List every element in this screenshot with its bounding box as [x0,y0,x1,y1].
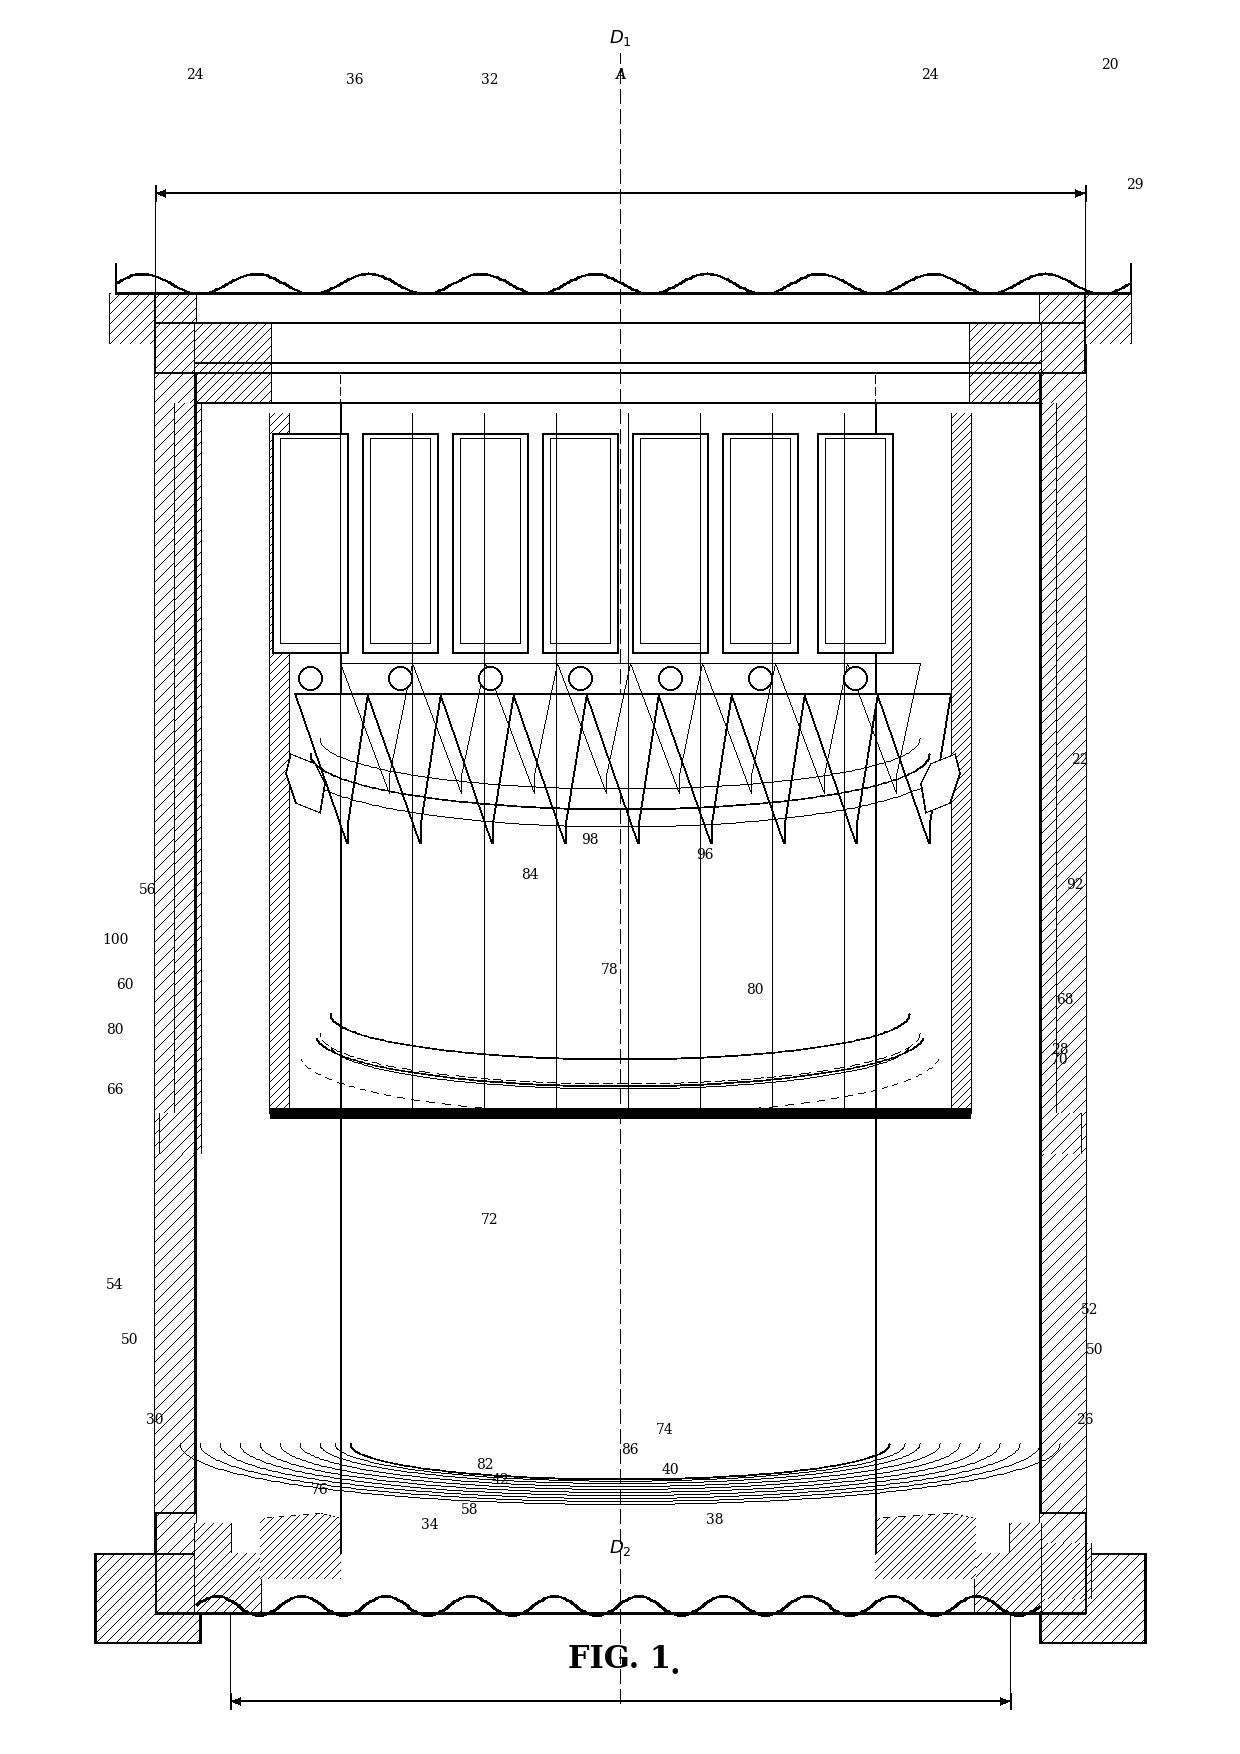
Text: 50: 50 [122,1333,139,1347]
Text: 52: 52 [1081,1303,1099,1317]
Text: 92: 92 [1066,879,1084,893]
Text: 22: 22 [1071,752,1089,766]
Text: 80: 80 [746,982,764,996]
Text: 78: 78 [601,963,619,977]
Text: FIG. 1: FIG. 1 [568,1645,672,1675]
Text: A: A [615,68,625,82]
Text: 32: 32 [481,74,498,88]
Text: 42: 42 [491,1473,508,1487]
Text: 60: 60 [117,979,134,993]
Text: 98: 98 [582,833,599,847]
Text: 100: 100 [102,933,128,947]
Text: 38: 38 [707,1514,724,1528]
Text: 24: 24 [921,68,939,82]
Text: 24: 24 [186,68,203,82]
Text: 72: 72 [481,1214,498,1228]
Text: 54: 54 [107,1279,124,1293]
Text: 76: 76 [311,1482,329,1496]
Text: 74: 74 [656,1422,673,1437]
Text: .: . [670,1649,681,1680]
Text: 50: 50 [1086,1344,1104,1358]
Text: 34: 34 [422,1517,439,1531]
Text: 56: 56 [139,882,156,896]
Text: 66: 66 [107,1082,124,1096]
Text: 68: 68 [1056,993,1074,1007]
Text: 40: 40 [661,1463,678,1477]
Text: 20: 20 [1101,58,1118,72]
Text: 58: 58 [461,1503,479,1517]
Text: 29: 29 [1126,177,1143,191]
Text: 80: 80 [107,1023,124,1037]
Text: 86: 86 [621,1444,639,1458]
Text: 30: 30 [146,1414,164,1428]
Text: 96: 96 [696,847,714,861]
Text: 26: 26 [1076,1414,1094,1428]
Text: 36: 36 [346,74,363,88]
Text: $D_1$: $D_1$ [609,28,631,47]
Text: $D_2$: $D_2$ [609,1538,631,1558]
Text: 28: 28 [1052,1044,1069,1058]
Text: A: A [615,68,625,82]
Text: 82: 82 [476,1458,494,1472]
Text: 70: 70 [1052,1052,1069,1066]
Text: 84: 84 [521,868,539,882]
